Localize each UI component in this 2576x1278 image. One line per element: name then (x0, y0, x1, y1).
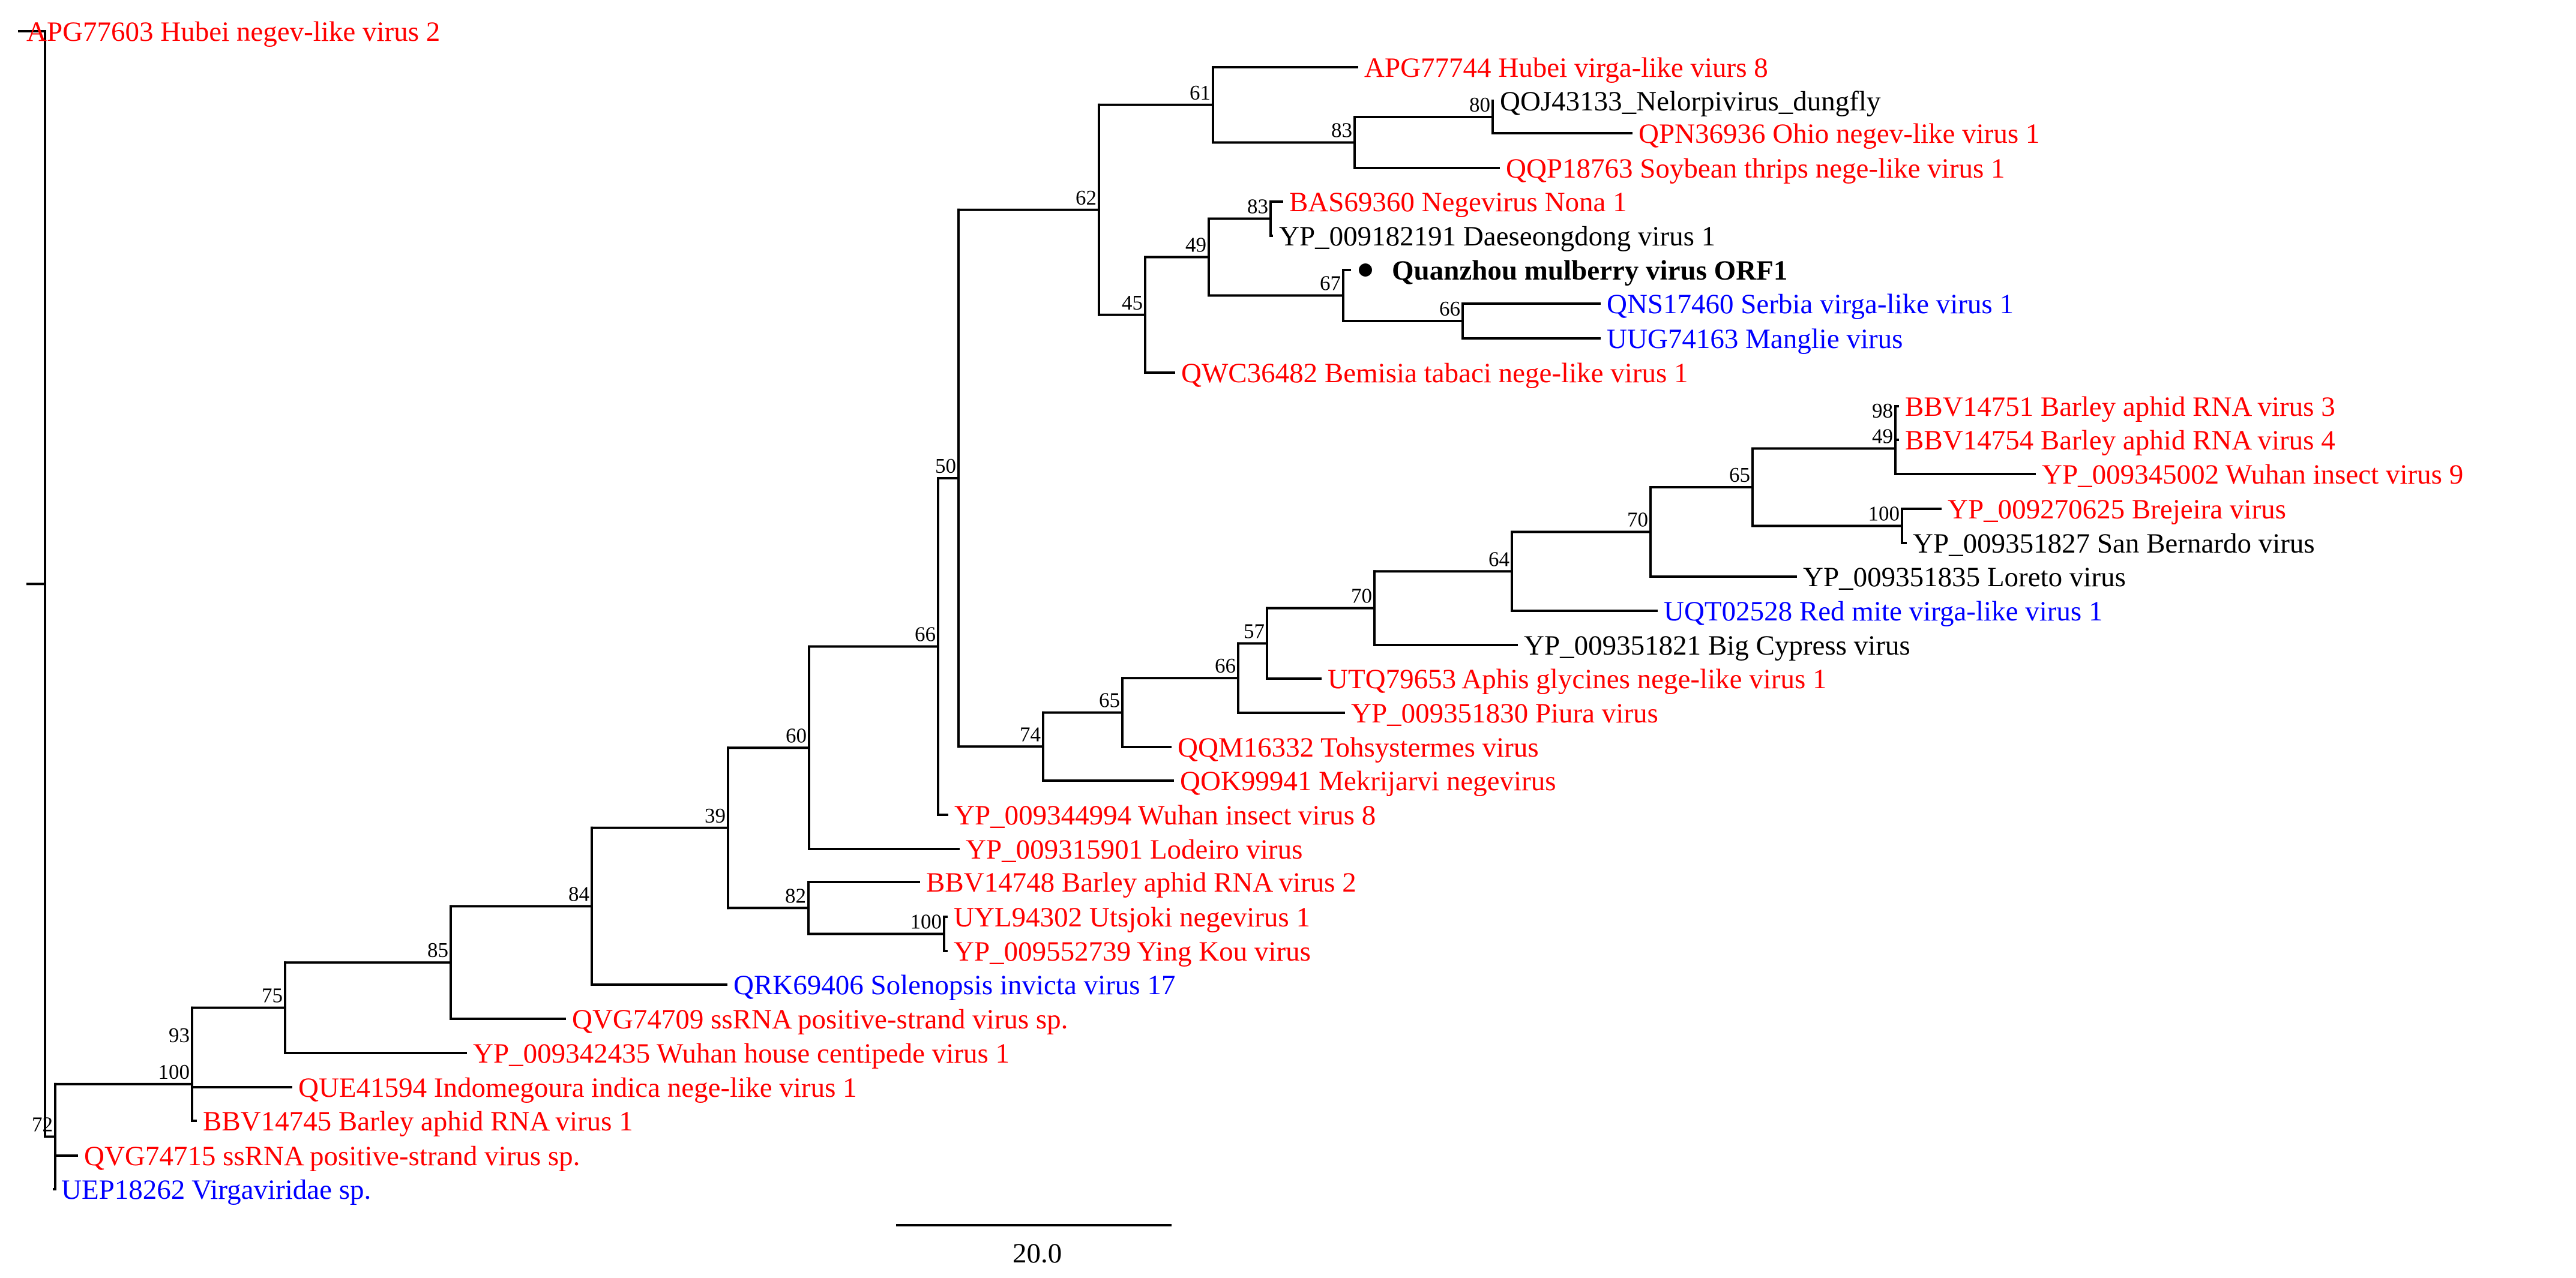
support-value-N61: 61 (1190, 81, 1211, 104)
support-value-N67: 67 (1320, 272, 1341, 295)
taxon-label: YP_009270625 Brejeira virus (1948, 494, 2286, 525)
support-value-N80: 80 (1469, 93, 1490, 116)
support-value-N70b: 70 (1351, 584, 1372, 608)
support-value-N70a: 70 (1627, 508, 1648, 532)
support-value-N83b: 83 (1247, 195, 1268, 218)
taxon-label: APG77744 Hubei virga-like viurs 8 (1364, 52, 1768, 83)
scale-bar-label: 20.0 (1013, 1238, 1062, 1269)
support-value-N93: 93 (169, 1024, 190, 1047)
taxon-label: BBV14745 Barley aphid RNA virus 1 (203, 1106, 633, 1137)
highlight-dot-icon (1359, 263, 1372, 277)
taxon-label: YP_009345002 Wuhan insect virus 9 (2042, 459, 2463, 490)
support-value-N72: 72 (32, 1112, 53, 1136)
scale-bar: 20.0 (896, 1224, 1172, 1269)
support-value-N45: 45 (1122, 291, 1143, 314)
taxon-label: YP_009351827 San Bernardo virus (1913, 528, 2315, 559)
support-value-N49a: 49 (1185, 233, 1206, 257)
support-value-N57: 57 (1244, 619, 1265, 643)
support-value-N50: 50 (935, 454, 956, 478)
support-value-N100b: 100 (910, 910, 942, 934)
taxon-label: YP_009351835 Loreto virus (1803, 562, 2126, 593)
taxon-label: QQP18763 Soybean thrips nege-like virus … (1506, 153, 2005, 184)
taxon-label: YP_009342435 Wuhan house centipede virus… (473, 1038, 1010, 1069)
taxon-label: QWC36482 Bemisia tabaci nege-like virus … (1181, 358, 1688, 389)
taxon-label: YP_009351830 Piura virus (1351, 698, 1658, 729)
taxon-label: BBV14754 Barley aphid RNA virus 4 (1905, 425, 2335, 456)
support-value-N49b: 49 (1872, 425, 1893, 448)
bootstrap-support-labels: 80 83 61 83 66 67 49 45 62 98 49 100 65 70 64 70 57 66 65 7… (32, 81, 1900, 1136)
support-value-N74: 74 (1020, 722, 1041, 746)
support-value-N100a: 100 (1868, 502, 1900, 526)
taxon-label: YP_009552739 Ying Kou virus (954, 936, 1311, 967)
support-value-N98: 98 (1872, 399, 1893, 422)
taxon-label: YP_009315901 Lodeiro virus (966, 834, 1302, 865)
taxon-label: UEP18262 Virgaviridae sp. (61, 1174, 371, 1205)
taxon-label: QRK69406 Solenopsis invicta virus 17 (733, 970, 1175, 1001)
taxon-label: UQT02528 Red mite virga-like virus 1 (1664, 596, 2102, 627)
support-value-N100c: 100 (158, 1060, 190, 1084)
taxon-label: UUG74163 Manglie virus (1607, 323, 1903, 355)
taxon-label: QOJ43133_Nelorpivirus_dungfly (1500, 86, 1881, 117)
taxon-label: QOK99941 Mekrijarvi negevirus (1180, 766, 1556, 797)
taxon-label: Quanzhou mulberry virus ORF1 (1392, 255, 1787, 286)
support-value-N82: 82 (785, 884, 806, 907)
support-value-N66c: 66 (915, 623, 936, 646)
taxon-label: YP_009182191 Daeseongdong virus 1 (1279, 221, 1715, 252)
taxon-label: BAS69360 Negevirus Nona 1 (1289, 187, 1627, 218)
support-value-N39: 39 (705, 804, 726, 827)
support-value-N65b: 65 (1099, 689, 1120, 712)
support-value-N84: 84 (568, 882, 589, 905)
taxon-label: YP_009351821 Big Cypress virus (1524, 630, 1910, 661)
support-value-N66a: 66 (1439, 297, 1460, 320)
taxon-label: QUE41594 Indomegoura indica nege-like vi… (298, 1072, 857, 1103)
support-value-N75: 75 (262, 984, 283, 1007)
taxon-label: APG77603 Hubei negev-like virus 2 (26, 16, 440, 47)
support-value-N66b: 66 (1215, 654, 1236, 677)
taxon-labels: APG77603 Hubei negev-like virus 2 APG7774… (26, 16, 2463, 1205)
support-value-N64: 64 (1488, 547, 1509, 571)
support-value-N62: 62 (1076, 186, 1097, 209)
support-value-N65a: 65 (1729, 463, 1750, 487)
tree-branches (18, 30, 2036, 1190)
taxon-label: UTQ79653 Aphis glycines nege-like virus … (1328, 664, 1827, 695)
taxon-label: YP_009344994 Wuhan insect virus 8 (954, 800, 1376, 831)
taxon-label: QVG74709 ssRNA positive-strand virus sp. (572, 1004, 1068, 1035)
support-value-N83a: 83 (1331, 119, 1352, 142)
taxon-label: QVG74715 ssRNA positive-strand virus sp. (84, 1141, 580, 1172)
support-value-N85: 85 (427, 938, 448, 962)
taxon-label: QNS17460 Serbia virga-like virus 1 (1607, 289, 2014, 320)
taxon-label: BBV14748 Barley aphid RNA virus 2 (926, 867, 1356, 898)
support-value-N60: 60 (786, 724, 807, 747)
taxon-label: UYL94302 Utsjoki negevirus 1 (954, 902, 1310, 933)
taxon-label: QQM16332 Tohsystermes virus (1178, 732, 1539, 763)
taxon-label: QPN36936 Ohio negev-like virus 1 (1639, 118, 2039, 149)
taxon-label: BBV14751 Barley aphid RNA virus 3 (1905, 391, 2335, 422)
